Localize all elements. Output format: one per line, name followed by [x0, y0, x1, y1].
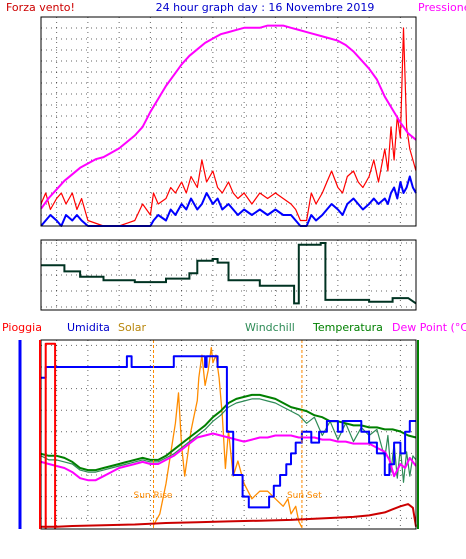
dewpoint-series-line: [40, 432, 417, 482]
solar-series-line: [152, 346, 303, 528]
pressure-axis-title: Pressione: [418, 1, 466, 14]
temperature-series-line: [40, 393, 417, 472]
temperature-legend: Temperatura: [312, 321, 383, 334]
sunrise-annotation: Sun Rise: [134, 491, 173, 501]
temperature-humidity-chart: Pioggia Umidita Solar Windchill Temperat…: [2, 321, 466, 530]
windchill-series-line: [40, 398, 417, 483]
sunset-annotation: Sun Set: [287, 491, 322, 501]
wind-pressure-frame: [40, 16, 417, 227]
rain-total-series-line: [41, 503, 417, 528]
wind-speed-axis-title: Forza vento!: [6, 1, 75, 14]
rain-bar-series-line: [44, 342, 57, 529]
rain-legend: Pioggia: [2, 321, 42, 334]
humidity-series-line: [41, 355, 416, 509]
temperature-humidity-series: [40, 340, 417, 529]
pressure-series-line: [40, 24, 417, 210]
humidity-legend: Umidita: [67, 321, 110, 334]
dewpoint-legend: Dew Point (°C): [392, 321, 466, 334]
windchill-legend: Windchill: [245, 321, 295, 334]
wind-direction-line: [41, 242, 417, 305]
temperature-humidity-ticks: [18, 340, 419, 529]
wind-direction-grid: [41, 240, 416, 310]
wind-direction-chart: [40, 239, 417, 311]
wind-direction-series: [41, 242, 417, 305]
solar-legend: Solar: [118, 321, 147, 334]
wind-direction-frame: [40, 239, 417, 311]
chart-title: 24 hour graph day : 16 Novembre 2019: [156, 1, 375, 14]
wind-pressure-chart: Forza vento! 24 hour graph day : 16 Nove…: [6, 1, 466, 227]
